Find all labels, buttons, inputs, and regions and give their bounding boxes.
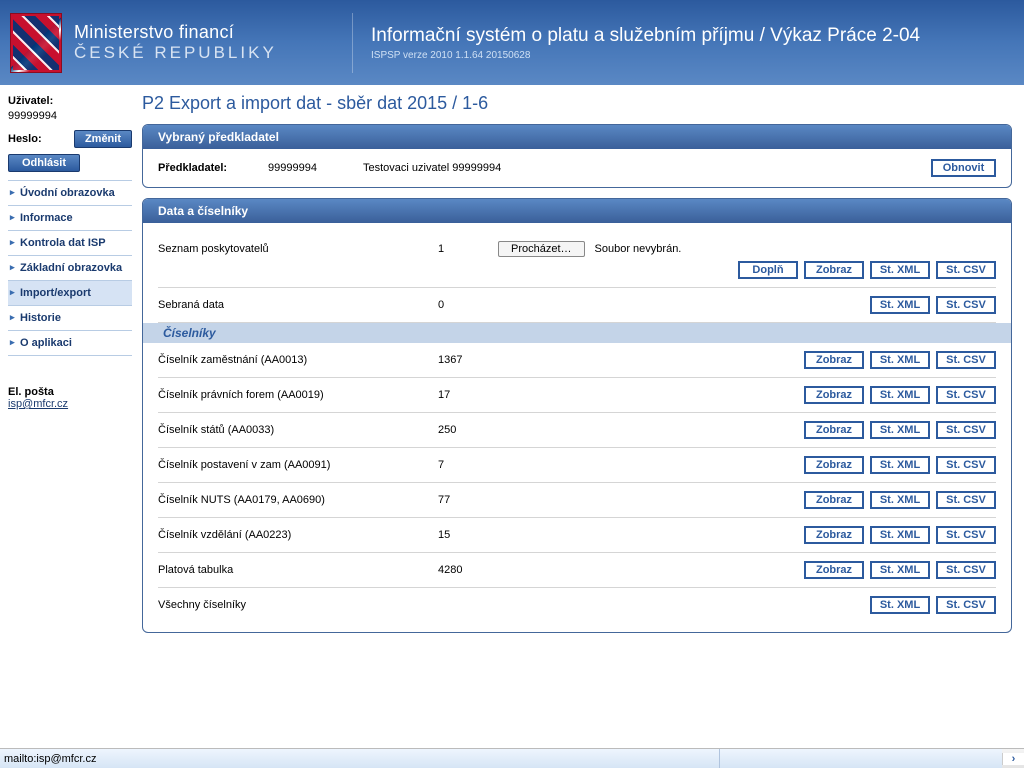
data-panel: Data a číselníky Seznam poskytovatelů 1 … (142, 198, 1012, 633)
zobraz-button[interactable]: Zobraz (804, 561, 864, 579)
zobraz-button[interactable]: Zobraz (804, 526, 864, 544)
ciselnik-count: 4280 (438, 564, 498, 576)
change-password-button[interactable]: Změnit (74, 130, 132, 148)
ciselnik-count: 1367 (438, 354, 498, 366)
header-divider (352, 13, 353, 73)
stxml-button[interactable]: St. XML (870, 526, 930, 544)
ciselnik-count: 7 (438, 459, 498, 471)
data-panel-title: Data a číselníky (143, 199, 1011, 223)
sidebar-item-6[interactable]: O aplikaci (8, 331, 132, 356)
all-ciselniky-label: Všechny číselníky (158, 599, 438, 611)
ciselnik-count: 77 (438, 494, 498, 506)
sidebar-item-5[interactable]: Historie (8, 306, 132, 331)
stcsv-button[interactable]: St. CSV (936, 386, 996, 404)
dopln-button[interactable]: Doplň (738, 261, 798, 279)
password-label: Heslo: (8, 133, 42, 145)
status-text: mailto:isp@mfcr.cz (0, 749, 720, 768)
stxml-button[interactable]: St. XML (870, 596, 930, 614)
page-title: P2 Export a import dat - sběr dat 2015 /… (142, 93, 1012, 114)
logout-button[interactable]: Odhlásit (8, 154, 80, 172)
ciselniky-subtitle: Číselníky (143, 323, 1011, 343)
ciselnik-row: Číselník právních forem (AA0019)17 Zobraz… (158, 378, 996, 413)
user-block: Uživatel: 99999994 Heslo: Změnit Odhlási… (8, 95, 132, 172)
stxml-button[interactable]: St. XML (870, 296, 930, 314)
seznam-label: Seznam poskytovatelů (158, 243, 438, 255)
ciselnik-name: Platová tabulka (158, 564, 438, 576)
predkladatel-id: 99999994 (268, 162, 363, 174)
stxml-button[interactable]: St. XML (870, 456, 930, 474)
ministry-block: Ministerstvo financí ČESKÉ REPUBLIKY (74, 22, 334, 63)
stcsv-button[interactable]: St. CSV (936, 561, 996, 579)
ciselnik-row: Platová tabulka4280 Zobraz St. XML St. CSV (158, 553, 996, 588)
ciselnik-row: Číselník zaměstnání (AA0013)1367 Zobraz St… (158, 343, 996, 378)
ciselnik-row: Číselník NUTS (AA0179, AA0690)77 Zobraz St… (158, 483, 996, 518)
zobraz-button[interactable]: Zobraz (804, 421, 864, 439)
stxml-button[interactable]: St. XML (870, 261, 930, 279)
seznam-count: 1 (438, 243, 498, 255)
ciselnik-row: Číselník vzdělání (AA0223)15 Zobraz St. XM… (158, 518, 996, 553)
stcsv-button[interactable]: St. CSV (936, 456, 996, 474)
predkladatel-label: Předkladatel: (158, 162, 268, 174)
stcsv-button[interactable]: St. CSV (936, 421, 996, 439)
ciselnik-name: Číselník států (AA0033) (158, 424, 438, 436)
system-version: ISPSP verze 2010 1.1.64 20150628 (371, 50, 920, 61)
scroll-right-icon[interactable]: › (1002, 753, 1024, 765)
ciselnik-name: Číselník NUTS (AA0179, AA0690) (158, 494, 438, 506)
sidebar-item-0[interactable]: Úvodní obrazovka (8, 181, 132, 206)
system-block: Informační systém o platu a služebním př… (371, 25, 920, 61)
stxml-button[interactable]: St. XML (870, 421, 930, 439)
ciselnik-count: 250 (438, 424, 498, 436)
zobraz-button[interactable]: Zobraz (804, 351, 864, 369)
email-link[interactable]: isp@mfcr.cz (8, 398, 68, 410)
ciselnik-row: Číselník států (AA0033)250 Zobraz St. XML S… (158, 413, 996, 448)
stxml-button[interactable]: St. XML (870, 351, 930, 369)
user-label: Uživatel: (8, 95, 53, 107)
ciselnik-row: Číselník postavení v zam (AA0091)7 Zobraz… (158, 448, 996, 483)
sidebar-item-1[interactable]: Informace (8, 206, 132, 231)
email-block: El. pošta isp@mfcr.cz (8, 386, 132, 410)
stcsv-button[interactable]: St. CSV (936, 596, 996, 614)
system-title: Informační systém o platu a služebním př… (371, 25, 920, 47)
stcsv-button[interactable]: St. CSV (936, 491, 996, 509)
stcsv-button[interactable]: St. CSV (936, 526, 996, 544)
predkladatel-panel: Vybraný předkladatel Předkladatel: 99999… (142, 124, 1012, 188)
stxml-button[interactable]: St. XML (870, 561, 930, 579)
user-value: 99999994 (8, 110, 132, 122)
ciselnik-count: 17 (438, 389, 498, 401)
ciselnik-name: Číselník postavení v zam (AA0091) (158, 459, 438, 471)
ministry-subtitle: ČESKÉ REPUBLIKY (74, 43, 334, 63)
status-bar: mailto:isp@mfcr.cz › (0, 748, 1024, 768)
ministry-title: Ministerstvo financí (74, 22, 334, 43)
browse-button[interactable]: Procházet… (498, 241, 585, 257)
ciselnik-name: Číselník právních forem (AA0019) (158, 389, 438, 401)
ciselnik-name: Číselník vzdělání (AA0223) (158, 529, 438, 541)
stxml-button[interactable]: St. XML (870, 491, 930, 509)
stxml-button[interactable]: St. XML (870, 386, 930, 404)
status-mid (720, 749, 1002, 768)
app-header: Ministerstvo financí ČESKÉ REPUBLIKY Inf… (0, 0, 1024, 85)
content-area: P2 Export a import dat - sběr dat 2015 /… (137, 85, 1024, 745)
predkladatel-panel-title: Vybraný předkladatel (143, 125, 1011, 149)
sidebar-item-2[interactable]: Kontrola dat ISP (8, 231, 132, 256)
stcsv-button[interactable]: St. CSV (936, 351, 996, 369)
stcsv-button[interactable]: St. CSV (936, 261, 996, 279)
refresh-button[interactable]: Obnovit (931, 159, 996, 177)
sidebar-item-3[interactable]: Základní obrazovka (8, 256, 132, 281)
zobraz-button[interactable]: Zobraz (804, 386, 864, 404)
zobraz-button[interactable]: Zobraz (804, 456, 864, 474)
ministry-logo (10, 13, 62, 73)
ciselnik-count: 15 (438, 529, 498, 541)
sebrana-count: 0 (438, 299, 498, 311)
stcsv-button[interactable]: St. CSV (936, 296, 996, 314)
sebrana-label: Sebraná data (158, 299, 438, 311)
sidebar: Uživatel: 99999994 Heslo: Změnit Odhlási… (0, 85, 137, 745)
zobraz-button[interactable]: Zobraz (804, 261, 864, 279)
email-label: El. pošta (8, 386, 132, 398)
ciselnik-name: Číselník zaměstnání (AA0013) (158, 354, 438, 366)
sidebar-item-4[interactable]: Import/export (8, 281, 132, 306)
predkladatel-name: Testovaci uzivatel 99999994 (363, 162, 931, 174)
nav-menu: Úvodní obrazovkaInformaceKontrola dat IS… (8, 180, 132, 356)
zobraz-button[interactable]: Zobraz (804, 491, 864, 509)
no-file-label: Soubor nevybrán. (595, 243, 682, 255)
